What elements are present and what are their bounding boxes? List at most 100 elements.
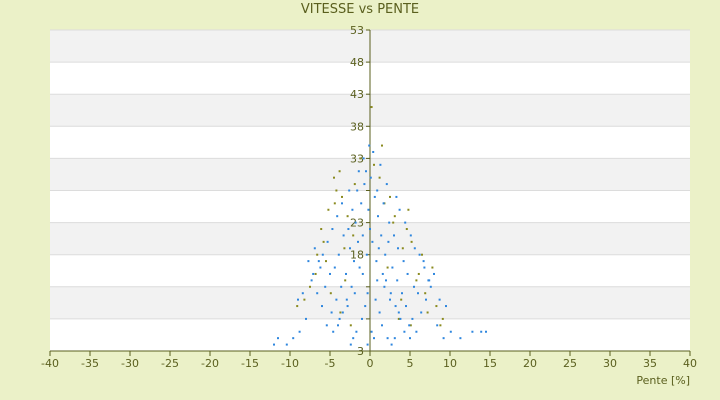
scatter-point-olive (397, 317, 400, 320)
scatter-point-blue (352, 337, 355, 340)
scatter-point-blue (382, 202, 385, 205)
scatter-point-blue (317, 260, 320, 263)
x-tick-label: 40 (683, 357, 697, 370)
scatter-point-blue (403, 330, 406, 333)
y-tick-label: 48 (350, 56, 364, 69)
scatter-point-olive (415, 279, 418, 282)
scatter-point-olive (426, 311, 429, 314)
scatter-point-olive (405, 228, 408, 231)
scatter-point-blue (397, 311, 400, 314)
scatter-point-olive (333, 202, 336, 205)
scatter-point-blue (373, 337, 375, 340)
scatter-point-blue (386, 337, 389, 340)
scatter-point-olive (400, 298, 403, 301)
scatter-point-olive (441, 317, 444, 320)
scatter-point-blue (367, 208, 370, 211)
y-tick-label: 18 (350, 249, 364, 262)
scatter-point-blue (381, 272, 384, 275)
scatter-point-blue (383, 285, 386, 288)
scatter-point-olive (409, 324, 412, 327)
scatter-point-blue (368, 144, 371, 147)
scatter-point-blue (422, 260, 425, 263)
scatter-point-blue (319, 266, 322, 269)
scatter-point-blue (345, 272, 347, 275)
scatter-point-blue (285, 343, 288, 346)
scatter-point-olive (417, 272, 420, 275)
scatter-point-blue (301, 292, 304, 295)
scatter-point-blue (365, 170, 367, 173)
scatter-point-olive (303, 298, 306, 301)
scatter-point-olive (335, 189, 338, 192)
scatter-point-olive (407, 208, 410, 211)
x-tick-label: 30 (603, 357, 617, 370)
y-tick-label: 23 (350, 217, 364, 230)
x-tick-label: 15 (483, 357, 497, 370)
scatter-point-blue (380, 234, 383, 237)
scatter-point-blue (297, 298, 299, 301)
scatter-point-blue (442, 337, 445, 340)
scatter-point-blue (485, 330, 487, 333)
scatter-point-blue (305, 317, 307, 320)
y-tick-label: 33 (350, 152, 364, 165)
scatter-point-blue (349, 343, 352, 346)
scatter-point-blue (377, 247, 380, 250)
x-tick-label: -5 (325, 357, 336, 370)
scatter-point-blue (379, 163, 382, 166)
scatter-point-blue (310, 279, 313, 282)
scatter-point-blue (335, 298, 338, 301)
x-tick-label: -25 (161, 357, 179, 370)
scatter-point-blue (307, 260, 310, 263)
scatter-point-olive (386, 266, 389, 269)
scatter-point-blue (345, 298, 348, 301)
scatter-point-olive (322, 240, 325, 243)
scatter-point-blue (316, 292, 319, 295)
scatter-point-olive (370, 106, 373, 109)
scatter-point-blue (366, 343, 369, 346)
scatter-point-olive (341, 195, 343, 198)
scatter-point-blue (395, 195, 398, 198)
scatter-point-blue (353, 292, 356, 295)
scatter-point-blue (404, 221, 407, 224)
y-tick-label: 38 (350, 120, 364, 133)
scatter-point-olive (327, 208, 330, 211)
scatter-point-blue (425, 298, 427, 301)
scatter-point-blue (417, 292, 419, 295)
scatter-point-olive (349, 324, 352, 327)
scatter-point-blue (333, 266, 336, 269)
scatter-point-blue (341, 311, 344, 314)
scatter-point-olive (339, 311, 342, 314)
scatter-point-blue (341, 202, 343, 205)
scatter-point-olive (343, 247, 346, 250)
scatter-point-blue (321, 253, 324, 256)
scatter-point-olive (401, 247, 404, 250)
x-tick-label: 0 (367, 357, 374, 370)
scatter-point-blue (433, 272, 435, 275)
scatter-point-blue (361, 272, 364, 275)
scatter-point-olive (439, 324, 442, 327)
scatter-point-blue (376, 189, 379, 192)
scatter-point-blue (361, 317, 363, 320)
scatter-point-blue (325, 324, 328, 327)
scatter-point-olive (333, 176, 335, 179)
scatter-point-olive (325, 260, 327, 263)
scatter-point-blue (332, 330, 335, 333)
scatter-point-blue (389, 292, 392, 295)
scatter-point-blue (370, 330, 373, 333)
scatter-point-olive (344, 279, 347, 282)
scatter-point-blue (387, 240, 390, 243)
scatter-point-blue (384, 253, 387, 256)
scatter-point-blue (373, 195, 376, 198)
scatter-point-olive (309, 285, 311, 288)
scatter-point-blue (337, 324, 339, 327)
scatter-point-blue (385, 279, 387, 282)
scatter-point-blue (445, 305, 447, 308)
scatter-point-blue (348, 189, 351, 192)
scatter-point-blue (369, 176, 372, 179)
scatter-point-blue (362, 157, 365, 160)
scatter-point-blue (429, 285, 432, 288)
scatter-point-blue (402, 260, 405, 263)
scatter-point-blue (381, 324, 383, 327)
scatter-point-blue (377, 215, 379, 218)
scatter-point-blue (408, 324, 411, 327)
